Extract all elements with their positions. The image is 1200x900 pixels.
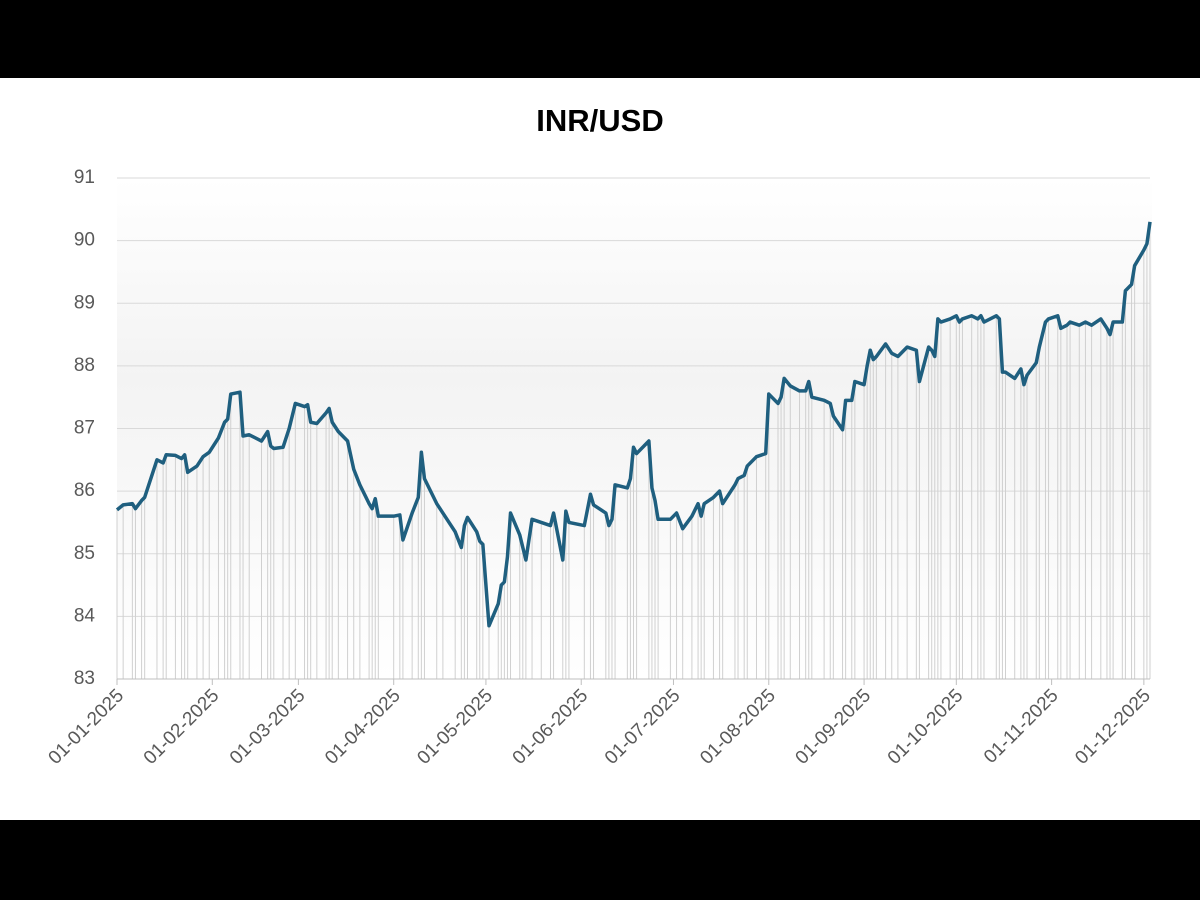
y-tick-label: 83 [74,668,95,689]
y-tick-label: 86 [74,480,95,501]
y-tick-label: 84 [74,605,96,626]
y-tick-label: 90 [74,230,95,251]
data-line [115,221,1152,628]
y-tick-label: 85 [74,543,95,564]
chart-title: INR/USD [536,103,663,138]
y-tick-label: 87 [74,418,95,439]
y-tick-label: 89 [74,292,95,313]
bottom-bar [0,820,1200,900]
y-tick-label: 88 [74,355,95,376]
y-tick-label: 91 [74,167,95,188]
top-bar [0,0,1200,78]
